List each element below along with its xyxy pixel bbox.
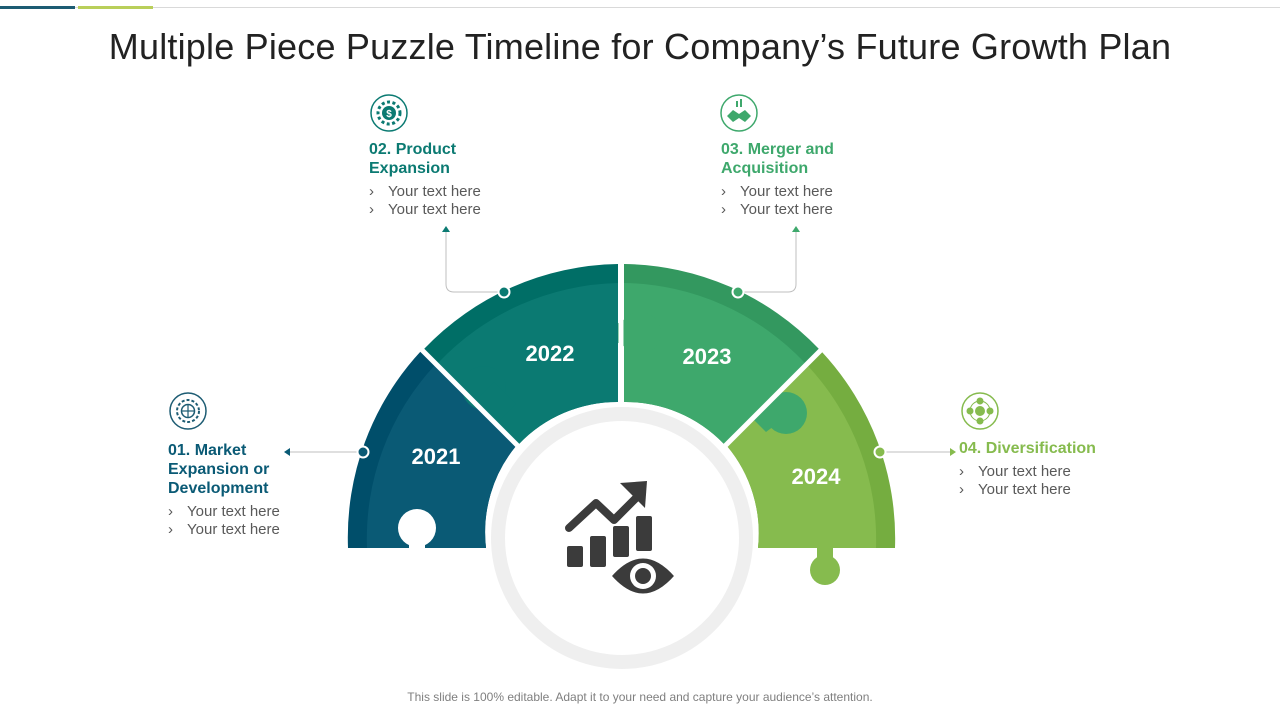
bullet-text: Your text here <box>978 481 1071 498</box>
stage-2-heading-line: Expansion <box>369 160 450 177</box>
connector-arrowheads <box>284 226 956 456</box>
stage-3-heading-line: Acquisition <box>721 160 809 177</box>
year-label-2021: 2021 <box>412 444 461 469</box>
connector-dots <box>356 285 887 459</box>
bullet-item: › Your text here <box>721 201 911 219</box>
stage-1-heading: 01. Market Expansion or Development <box>168 441 338 498</box>
year-label-2024: 2024 <box>792 464 842 489</box>
bullet-text: Your text here <box>740 201 833 218</box>
stage-1-bullets: › Your text here › Your text here <box>168 503 338 539</box>
puzzle-piece-2021 <box>347 351 516 552</box>
diversification-network-icon <box>961 392 999 430</box>
stage-4-bullets: › Your text here › Your text here <box>959 463 1149 499</box>
connectors <box>288 230 952 453</box>
chevron-right-icon: › <box>369 183 374 200</box>
dot-stage-2 <box>497 285 511 299</box>
handshake-icon <box>720 94 758 132</box>
chevron-right-icon: › <box>369 201 374 218</box>
stage-2-bullets: › Your text here › Your text here <box>369 183 559 219</box>
bullet-item: › Your text here <box>168 521 338 539</box>
stage-1-text: 01. Market Expansion or Development › You… <box>168 441 338 539</box>
globe-gear-icon <box>169 392 207 430</box>
year-label-2023: 2023 <box>683 344 732 369</box>
connector-stage-3 <box>738 230 797 293</box>
stage-3-heading: 03. Merger and Acquisition <box>721 140 911 178</box>
piece-seams <box>419 262 824 451</box>
bullet-text: Your text here <box>740 183 833 200</box>
stage-3-bullets: › Your text here › Your text here <box>721 183 911 219</box>
arrow-stage-4 <box>950 448 956 456</box>
puzzle-pieces <box>347 262 896 585</box>
stage-1-heading-line: Expansion or <box>168 461 270 478</box>
chevron-right-icon: › <box>959 481 964 498</box>
bullet-item: › Your text here <box>369 183 559 201</box>
bullet-text: Your text here <box>388 183 481 200</box>
bullet-text: Your text here <box>187 503 280 520</box>
stage-2-heading-line: 02. Product <box>369 141 457 158</box>
stage-4-heading-line: 04. Diversification <box>959 440 1096 457</box>
footer-note: This slide is 100% editable. Adapt it to… <box>407 690 873 704</box>
dot-stage-1 <box>356 445 370 459</box>
accent-segment-2 <box>78 6 153 9</box>
stage-2-text: 02. Product Expansion › Your text here › Y… <box>369 140 559 219</box>
arrow-stage-1 <box>284 448 290 456</box>
dot-stage-3 <box>731 285 745 299</box>
stage-1-heading-line: 01. Market <box>168 442 247 459</box>
piece-2021-body <box>366 365 516 548</box>
bullet-item: › Your text here <box>168 503 338 521</box>
chevron-right-icon: › <box>168 521 173 538</box>
bullet-text: Your text here <box>388 201 481 218</box>
chevron-right-icon: › <box>721 183 726 200</box>
svg-text:$: $ <box>386 109 392 120</box>
accent-segment-1 <box>0 6 75 9</box>
stage-1-heading-line: Development <box>168 480 269 497</box>
bullet-item: › Your text here <box>959 481 1149 499</box>
stage-3-heading-line: 03. Merger and <box>721 141 834 158</box>
slide-title: Multiple Piece Puzzle Timeline for Compa… <box>108 26 1172 67</box>
bullet-text: Your text here <box>187 521 280 538</box>
bullet-item: › Your text here <box>721 183 911 201</box>
piece-2021-knob-cutout <box>398 509 436 547</box>
gear-dollar-icon: $ <box>370 94 408 132</box>
puzzle-piece-2023 <box>624 264 819 444</box>
stage-2-heading: 02. Product Expansion <box>369 140 559 178</box>
chevron-right-icon: › <box>959 463 964 480</box>
piece-2021-knob-neck <box>409 538 425 552</box>
bullet-item: › Your text here <box>369 201 559 219</box>
bullet-text: Your text here <box>978 463 1071 480</box>
year-label-2022: 2022 <box>526 341 575 366</box>
bullet-item: › Your text here <box>959 463 1149 481</box>
stage-4-heading: 04. Diversification <box>959 439 1149 458</box>
arrow-stage-3 <box>792 226 800 232</box>
chevron-right-icon: › <box>721 201 726 218</box>
dot-stage-4 <box>873 445 887 459</box>
top-rule <box>0 7 1280 8</box>
piece-2023-knob-into-2024 <box>752 392 807 434</box>
piece-2023-body <box>624 283 805 444</box>
stage-4-text: 04. Diversification › Your text here › You… <box>959 439 1149 499</box>
stage-3-text: 03. Merger and Acquisition › Your text he… <box>721 140 911 219</box>
piece-2024-knob <box>810 555 840 585</box>
arrow-stage-2 <box>442 226 450 232</box>
connector-stage-2 <box>445 230 504 293</box>
growth-chart-eye-icon <box>565 481 678 597</box>
chevron-right-icon: › <box>168 503 173 520</box>
top-accent-bar <box>0 0 1280 9</box>
